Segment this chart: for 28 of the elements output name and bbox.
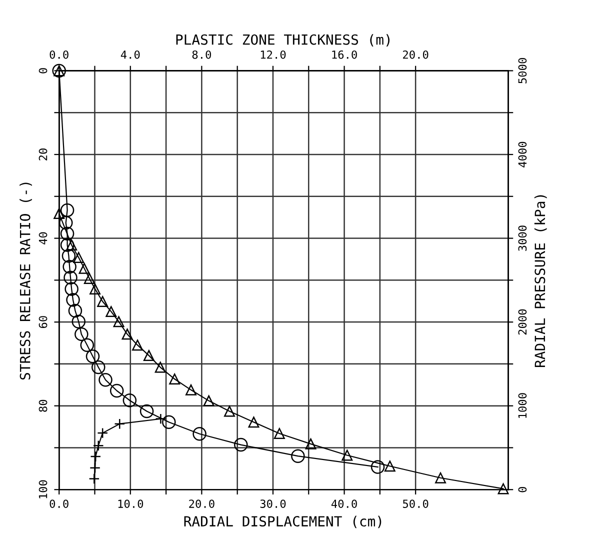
y-tick-label: 60 — [38, 316, 48, 328]
x-tick-label: 50.0 — [402, 500, 428, 508]
x-tick-label: 10.0 — [118, 500, 144, 508]
y2-tick-label: 0 — [518, 486, 527, 492]
y-tick-label: 80 — [38, 400, 48, 412]
y2-tick-label: 1000 — [518, 393, 527, 418]
y2-tick-label: 3000 — [518, 226, 527, 251]
y2-tick-label: 4000 — [518, 142, 527, 168]
y-axis-title: STRESS RELEASE RATIO (-) — [20, 182, 32, 380]
x2-tick-label: 16.0 — [332, 50, 357, 59]
y-tick-label: 100 — [38, 480, 48, 498]
x2-tick-label: 8.0 — [192, 50, 212, 59]
x2-tick-label: 0.0 — [50, 50, 68, 59]
y2-tick-label: 2000 — [518, 309, 527, 335]
x2-tick-label: 20.0 — [403, 50, 428, 59]
x2-tick-label: 12.0 — [260, 50, 286, 59]
x-tick-label: 0.0 — [50, 500, 68, 508]
x2-tick-label: 4.0 — [120, 50, 140, 59]
x-tick-label: 30.0 — [260, 500, 286, 508]
x-tick-label: 20.0 — [189, 500, 214, 508]
y-tick-label: 40 — [38, 232, 48, 244]
x-tick-label: 40.0 — [331, 500, 357, 508]
y-tick-label: 20 — [38, 148, 48, 160]
x-axis-title: RADIAL DISPLACEMENT (cm) — [184, 516, 382, 528]
x2-axis-title: PLASTIC ZONE THICKNESS (m) — [176, 34, 390, 46]
y-tick-label: 0 — [38, 68, 48, 74]
y2-tick-label: 5000 — [518, 58, 527, 84]
y2-axis-title: RADIAL PRESSURE (kPa) — [534, 195, 547, 367]
